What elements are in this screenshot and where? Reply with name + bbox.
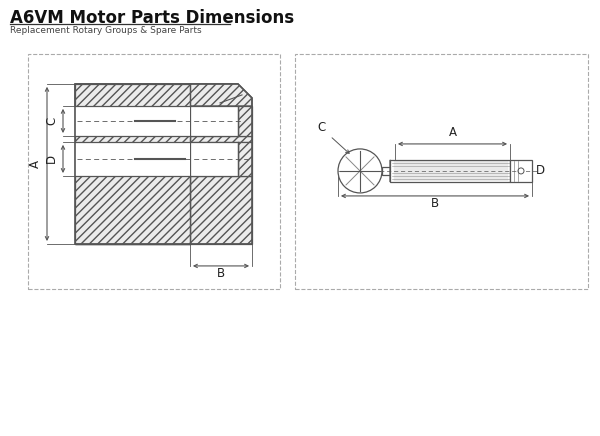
Text: C: C — [45, 117, 58, 125]
Text: D: D — [45, 154, 58, 164]
Polygon shape — [382, 167, 395, 175]
Bar — [75, 106, 190, 136]
Circle shape — [338, 149, 382, 193]
Text: SUPER HYDRAULICS: SUPER HYDRAULICS — [11, 399, 277, 423]
Text: A: A — [29, 160, 42, 168]
Circle shape — [518, 168, 524, 174]
Bar — [510, 160, 532, 182]
Text: A6VM Motor Parts Dimensions: A6VM Motor Parts Dimensions — [10, 9, 294, 27]
Polygon shape — [75, 176, 252, 244]
Text: B: B — [431, 198, 439, 211]
Bar — [190, 106, 238, 136]
Bar — [75, 142, 190, 176]
Polygon shape — [238, 142, 252, 176]
Bar — [190, 142, 238, 176]
Bar — [75, 84, 190, 244]
Polygon shape — [390, 160, 395, 182]
Text: C: C — [318, 121, 326, 134]
Text: E-mail: sales@super-hyd.com: E-mail: sales@super-hyd.com — [360, 405, 535, 417]
Polygon shape — [238, 106, 252, 136]
Bar — [390, 160, 510, 182]
Text: Replacement Rotary Groups & Spare Parts: Replacement Rotary Groups & Spare Parts — [10, 26, 202, 35]
Text: D: D — [536, 164, 545, 177]
Polygon shape — [190, 136, 252, 142]
Polygon shape — [75, 84, 252, 106]
Text: B: B — [217, 267, 225, 280]
Text: A: A — [449, 126, 457, 139]
